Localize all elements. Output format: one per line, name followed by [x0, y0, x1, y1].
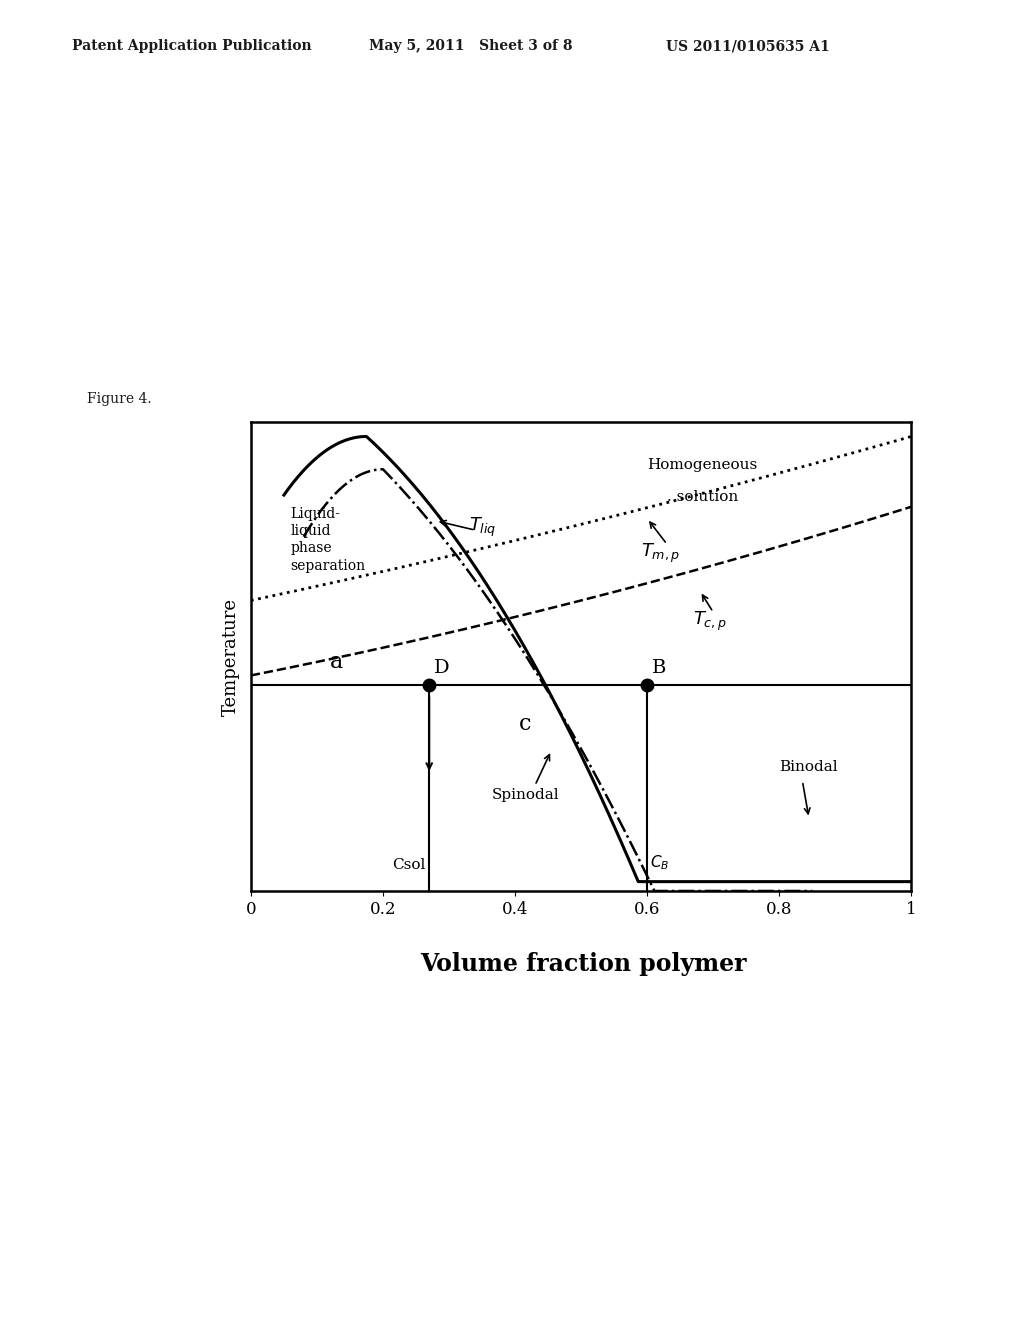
Text: D: D — [434, 659, 450, 677]
Text: . solution: . solution — [667, 490, 738, 504]
Text: May 5, 2011   Sheet 3 of 8: May 5, 2011 Sheet 3 of 8 — [369, 40, 572, 53]
Text: $T_{m,p}$: $T_{m,p}$ — [641, 543, 680, 565]
Text: Binodal: Binodal — [779, 760, 838, 774]
Y-axis label: Temperature: Temperature — [222, 598, 240, 715]
Text: $T_{c,p}$: $T_{c,p}$ — [693, 610, 727, 634]
Text: Spinodal: Spinodal — [492, 788, 559, 803]
Text: a: a — [330, 651, 343, 673]
Text: $T_{liq}$: $T_{liq}$ — [469, 516, 497, 540]
Text: US 2011/0105635 A1: US 2011/0105635 A1 — [666, 40, 829, 53]
Text: Figure 4.: Figure 4. — [87, 392, 152, 405]
Text: Homogeneous: Homogeneous — [647, 458, 758, 471]
Text: $C_B$: $C_B$ — [650, 854, 670, 873]
Text: c: c — [519, 713, 531, 735]
Text: B: B — [652, 659, 667, 677]
Text: Volume fraction polymer: Volume fraction polymer — [421, 952, 746, 975]
Text: Csol: Csol — [392, 858, 426, 873]
Text: Patent Application Publication: Patent Application Publication — [72, 40, 311, 53]
Text: Liquid-
liquid
phase
separation: Liquid- liquid phase separation — [291, 507, 366, 573]
